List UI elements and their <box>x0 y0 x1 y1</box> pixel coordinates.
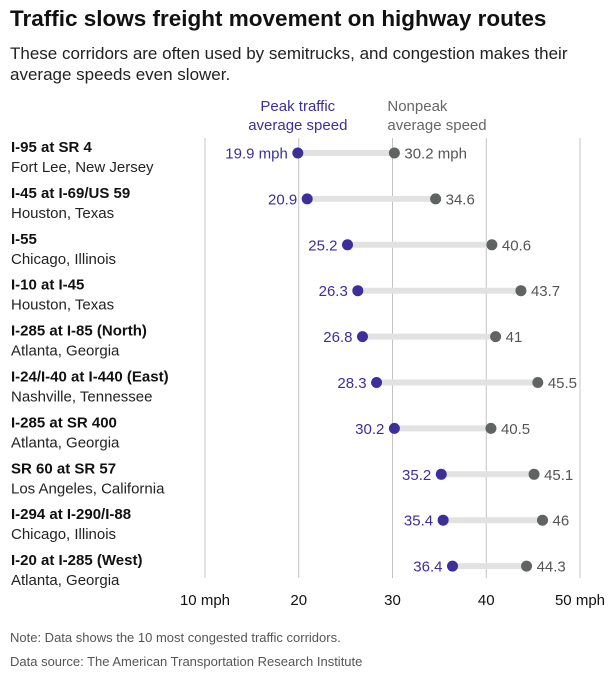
nonpeak-value-label-4: 43.7 <box>531 283 560 300</box>
legend-peak-line-2: average speed <box>248 117 347 134</box>
peak-dot-2 <box>301 193 313 205</box>
peak-value-label-9: 35.4 <box>404 513 433 530</box>
route-location-1: Fort Lee, New Jersey <box>11 159 154 176</box>
route-location-8: Los Angeles, California <box>11 480 165 497</box>
route-location-5: Atlanta, Georgia <box>11 343 120 360</box>
nonpeak-dot-9 <box>537 514 548 526</box>
route-name-7: I-285 at SR 400 <box>11 414 117 431</box>
peak-dot-1 <box>292 147 304 159</box>
nonpeak-dot-3 <box>486 239 498 251</box>
route-name-8: SR 60 at SR 57 <box>11 460 116 477</box>
peak-value-label-8: 35.2 <box>402 467 431 484</box>
nonpeak-dot-5 <box>490 331 502 343</box>
route-name-9: I-294 at I-290/I-88 <box>11 506 131 523</box>
legend-peak-line-1: Peak traffic <box>260 98 335 115</box>
nonpeak-dot-10 <box>521 560 533 572</box>
route-location-9: Chicago, Illinois <box>11 526 116 543</box>
peak-dot-8 <box>435 468 447 480</box>
route-location-2: Houston, Texas <box>11 205 114 222</box>
legend-nonpeak-line-1: Nonpeak <box>387 98 448 115</box>
x-tick-label-40: 40 <box>478 592 495 609</box>
nonpeak-dot-6 <box>532 377 544 388</box>
chart-title: Traffic slows freight movement on highwa… <box>10 6 547 31</box>
peak-value-label-2: 20.9 <box>268 191 297 208</box>
peak-value-label-7: 30.2 <box>355 421 384 438</box>
nonpeak-dot-4 <box>515 285 527 297</box>
x-tick-label-50: 50 mph <box>555 592 605 609</box>
route-name-3: I-55 <box>11 231 37 248</box>
peak-dot-7 <box>388 422 400 434</box>
route-name-1: I-95 at SR 4 <box>11 139 93 156</box>
x-tick-label-20: 20 <box>290 592 307 609</box>
route-name-2: I-45 at I-69/US 59 <box>11 185 130 202</box>
peak-dot-3 <box>342 239 353 251</box>
nonpeak-value-label-8: 45.1 <box>544 467 573 484</box>
route-name-10: I-20 at I-285 (West) <box>11 552 142 569</box>
chart-subtitle: These corridors are often used by semitr… <box>10 44 568 84</box>
peak-value-label-4: 26.3 <box>319 283 348 300</box>
route-location-4: Houston, Texas <box>11 297 114 314</box>
route-name-6: I-24/I-40 at I-440 (East) <box>11 369 169 386</box>
x-tick-label-10: 10 mph <box>180 592 230 609</box>
nonpeak-dot-1 <box>388 147 400 159</box>
peak-value-label-3: 25.2 <box>308 237 337 254</box>
peak-dot-6 <box>371 377 383 388</box>
x-tick-label-30: 30 <box>384 592 401 609</box>
route-name-4: I-10 at I-45 <box>11 277 84 294</box>
peak-value-label-1: 19.9 mph <box>225 146 288 163</box>
nonpeak-value-label-6: 45.5 <box>548 375 577 392</box>
route-location-3: Chicago, Illinois <box>11 251 116 268</box>
nonpeak-value-label-5: 41 <box>506 329 523 346</box>
peak-dot-9 <box>437 514 449 526</box>
nonpeak-value-label-10: 44.3 <box>537 559 566 576</box>
nonpeak-dot-2 <box>430 193 442 205</box>
route-location-10: Atlanta, Georgia <box>11 572 120 589</box>
footer-note: Note: Data shows the 10 most congested t… <box>10 630 341 645</box>
nonpeak-value-label-2: 34.6 <box>446 191 475 208</box>
peak-value-label-10: 36.4 <box>413 559 442 576</box>
nonpeak-value-label-3: 40.6 <box>502 237 531 254</box>
route-location-6: Nashville, Tennessee <box>11 389 152 406</box>
route-location-7: Atlanta, Georgia <box>11 434 120 451</box>
footer-source: Data source: The American Transportation… <box>10 654 363 669</box>
peak-value-label-6: 28.3 <box>337 375 366 392</box>
nonpeak-value-label-1: 30.2 mph <box>404 146 467 163</box>
peak-value-label-5: 26.8 <box>323 329 352 346</box>
nonpeak-dot-7 <box>485 422 497 434</box>
nonpeak-value-label-9: 46 <box>553 513 570 530</box>
legend-nonpeak-line-2: average speed <box>387 117 486 134</box>
peak-dot-10 <box>447 560 458 572</box>
peak-dot-5 <box>357 331 368 343</box>
route-name-5: I-285 at I-85 (North) <box>11 323 147 340</box>
nonpeak-value-label-7: 40.5 <box>501 421 530 438</box>
nonpeak-dot-8 <box>528 468 540 480</box>
peak-dot-4 <box>352 285 364 297</box>
